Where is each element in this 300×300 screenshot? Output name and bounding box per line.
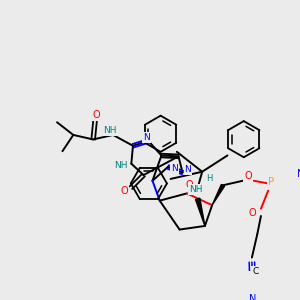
Text: N: N — [184, 165, 191, 174]
Text: O: O — [93, 110, 100, 120]
Text: N: N — [249, 294, 256, 300]
Text: NH: NH — [114, 161, 127, 170]
Text: NH: NH — [189, 185, 202, 194]
Text: P: P — [268, 177, 274, 187]
Polygon shape — [212, 184, 225, 205]
Polygon shape — [196, 198, 205, 226]
Text: O: O — [249, 208, 256, 218]
Text: N: N — [297, 169, 300, 179]
Text: N: N — [171, 164, 178, 173]
Text: H: H — [206, 174, 213, 183]
Text: N: N — [143, 133, 150, 142]
Text: NH: NH — [103, 126, 116, 135]
Text: O: O — [186, 180, 193, 190]
Text: C: C — [252, 267, 259, 276]
Text: O: O — [244, 171, 252, 181]
Text: O: O — [121, 186, 128, 196]
